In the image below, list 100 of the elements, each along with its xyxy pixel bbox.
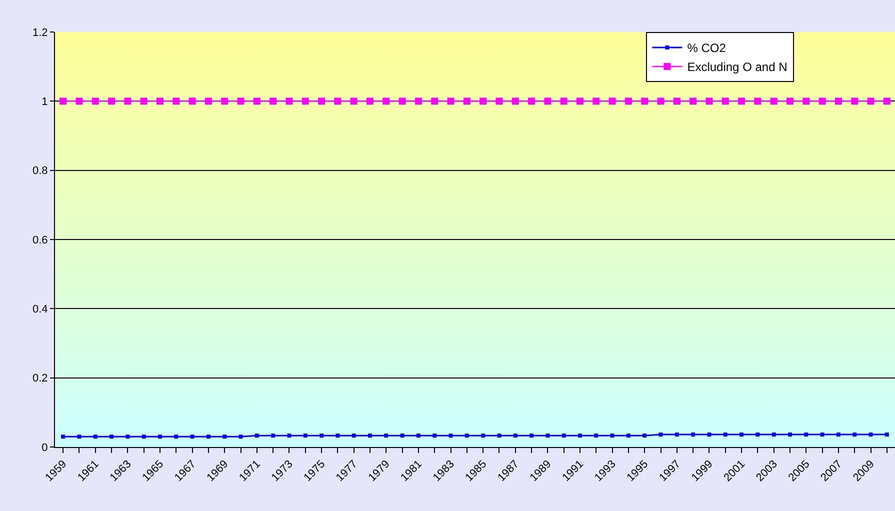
point bbox=[528, 98, 536, 105]
point bbox=[237, 98, 244, 105]
point bbox=[61, 434, 66, 439]
point bbox=[108, 98, 116, 105]
point bbox=[756, 432, 760, 437]
point bbox=[368, 434, 372, 438]
point bbox=[496, 98, 503, 105]
point bbox=[722, 98, 729, 105]
point bbox=[786, 98, 794, 105]
point bbox=[77, 434, 82, 439]
point bbox=[92, 98, 99, 105]
point bbox=[641, 98, 648, 105]
point bbox=[707, 432, 712, 437]
point bbox=[126, 434, 130, 439]
point bbox=[140, 98, 148, 105]
point bbox=[802, 98, 810, 105]
point bbox=[206, 434, 210, 439]
point bbox=[334, 98, 342, 105]
y-tick-label: 0.4 bbox=[32, 304, 48, 316]
point bbox=[592, 98, 600, 105]
point bbox=[576, 98, 584, 105]
point bbox=[772, 432, 776, 437]
y-tick-label: 0.6 bbox=[32, 234, 48, 246]
point bbox=[253, 98, 260, 105]
point bbox=[852, 432, 857, 437]
y-tick-label: 0.8 bbox=[32, 165, 48, 178]
point bbox=[93, 434, 98, 439]
point bbox=[382, 98, 390, 105]
legend-label: % CO2 bbox=[687, 41, 726, 56]
point bbox=[204, 98, 212, 105]
point bbox=[384, 434, 388, 438]
point bbox=[400, 434, 404, 438]
point bbox=[320, 434, 324, 438]
point bbox=[834, 98, 842, 105]
point bbox=[158, 434, 162, 439]
point bbox=[398, 98, 406, 105]
point bbox=[254, 434, 259, 438]
point bbox=[544, 98, 552, 105]
point bbox=[60, 98, 67, 105]
point bbox=[754, 98, 762, 105]
point bbox=[448, 434, 453, 438]
point bbox=[431, 98, 438, 105]
point bbox=[513, 434, 518, 438]
point bbox=[287, 434, 292, 438]
point bbox=[560, 98, 568, 105]
point bbox=[497, 434, 502, 438]
point bbox=[868, 432, 873, 437]
point bbox=[188, 98, 196, 105]
point bbox=[658, 432, 663, 437]
point bbox=[770, 98, 778, 105]
point bbox=[690, 98, 697, 105]
point bbox=[867, 98, 874, 105]
point bbox=[190, 434, 194, 439]
point bbox=[174, 434, 178, 439]
point bbox=[642, 434, 647, 438]
point bbox=[512, 98, 519, 105]
point bbox=[222, 434, 227, 439]
point bbox=[706, 98, 713, 105]
point bbox=[804, 432, 808, 437]
point bbox=[238, 434, 243, 439]
point bbox=[366, 98, 374, 105]
point bbox=[610, 434, 614, 438]
point bbox=[416, 434, 420, 438]
point bbox=[156, 98, 164, 105]
point bbox=[738, 98, 746, 105]
point bbox=[851, 98, 858, 105]
y-tick-label: 0.2 bbox=[32, 372, 48, 385]
point bbox=[480, 98, 487, 105]
point bbox=[447, 98, 454, 105]
point bbox=[318, 98, 326, 105]
point bbox=[723, 432, 728, 437]
point bbox=[432, 434, 437, 438]
point bbox=[624, 98, 632, 105]
point bbox=[740, 432, 744, 437]
point bbox=[818, 98, 826, 105]
point bbox=[110, 434, 114, 439]
y-tick-label: 1.2 bbox=[32, 26, 48, 39]
point bbox=[608, 98, 616, 105]
point bbox=[883, 98, 890, 105]
point bbox=[464, 434, 469, 438]
point bbox=[788, 432, 792, 437]
point bbox=[352, 434, 356, 438]
point bbox=[463, 98, 470, 105]
y-tick-label: 0 bbox=[42, 442, 48, 454]
point bbox=[673, 98, 680, 105]
point bbox=[836, 432, 840, 437]
point bbox=[221, 98, 228, 105]
point bbox=[270, 98, 277, 105]
point bbox=[481, 434, 486, 438]
point bbox=[594, 434, 598, 438]
point bbox=[578, 434, 582, 438]
point bbox=[350, 98, 358, 105]
point bbox=[626, 434, 630, 438]
point bbox=[172, 98, 180, 105]
point bbox=[271, 434, 276, 438]
point bbox=[546, 434, 550, 438]
point bbox=[674, 432, 679, 437]
point bbox=[691, 432, 696, 437]
point bbox=[142, 434, 146, 439]
point bbox=[562, 434, 566, 438]
